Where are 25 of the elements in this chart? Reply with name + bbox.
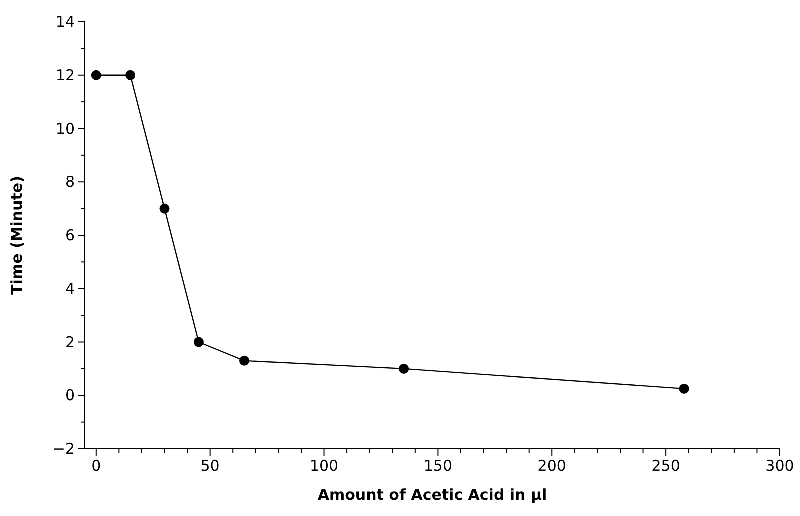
point <box>160 204 170 214</box>
x-tick-label: 250 <box>652 457 680 475</box>
y-tick-label: 14 <box>56 13 75 31</box>
x-axis-title: Amount of Acetic Acid in µl <box>318 486 548 504</box>
y-tick-label: 12 <box>56 66 75 84</box>
point <box>91 70 102 80</box>
y-tick-label: 6 <box>65 226 75 244</box>
x-tick-label: 200 <box>538 457 566 475</box>
y-tick-label: 0 <box>65 386 75 405</box>
point <box>399 364 410 374</box>
y-axis-title: Time (Minute) <box>8 176 26 295</box>
point <box>194 337 204 348</box>
x-tick-label: 150 <box>424 457 453 475</box>
y-tick-label: 8 <box>65 173 75 192</box>
x-tick-label: 100 <box>310 457 339 475</box>
y-tick-label: 2 <box>65 333 75 352</box>
point <box>240 356 250 366</box>
y-tick-label: 4 <box>65 280 75 298</box>
y-tick-label: −2 <box>52 440 75 458</box>
x-tick-label: 300 <box>766 457 794 475</box>
point <box>126 70 136 80</box>
point <box>679 384 690 394</box>
y-tick-label: 10 <box>56 120 75 138</box>
x-tick-label: 0 <box>92 457 102 475</box>
x-tick-label: 50 <box>200 457 220 475</box>
